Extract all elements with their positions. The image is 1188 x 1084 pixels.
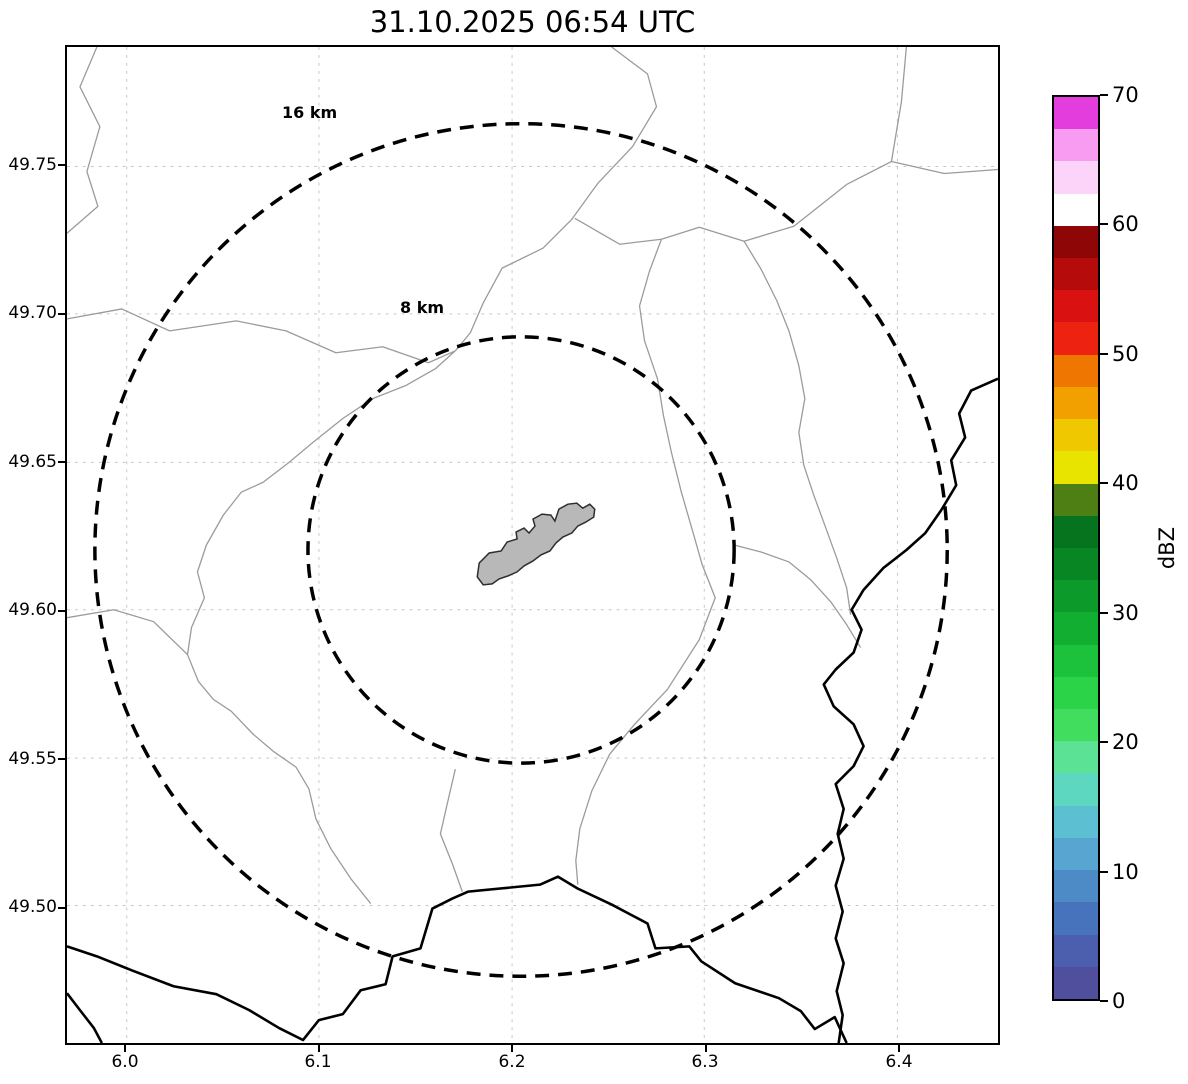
colorbar-band [1054, 354, 1098, 387]
colorbar-band [1054, 644, 1098, 677]
range-ring-label-16km: 16 km [282, 103, 338, 122]
x-tick-label: 6.2 [498, 1052, 526, 1072]
colorbar-tick-label: 10 [1112, 859, 1139, 884]
colorbar-tick-mark [1100, 611, 1108, 614]
colorbar-tick-label: 70 [1112, 83, 1139, 107]
colorbar-band [1054, 837, 1098, 871]
y-tick-mark [58, 907, 65, 909]
colorbar-tick-label: 30 [1112, 600, 1139, 625]
colorbar-band [1054, 322, 1098, 355]
colorbar-band [1054, 773, 1098, 806]
colorbar-band [1054, 225, 1098, 258]
x-tick-label: 6.1 [304, 1052, 332, 1072]
x-tick-mark [124, 1045, 126, 1052]
colorbar-band [1054, 870, 1098, 903]
colorbar-tick-label: 40 [1112, 471, 1139, 496]
colorbar-band [1054, 386, 1098, 420]
colorbar-band [1054, 483, 1098, 516]
colorbar-tick-label: 60 [1112, 212, 1139, 237]
colorbar-band [1054, 612, 1098, 645]
colorbar-band [1054, 934, 1098, 967]
colorbar-tick-label: 0 [1112, 989, 1126, 1013]
y-tick-mark [58, 758, 65, 760]
colorbar-axis-label: dBZ [1155, 526, 1179, 570]
colorbar-band [1054, 741, 1098, 774]
colorbar-band [1054, 96, 1098, 130]
x-tick-mark [705, 1045, 707, 1052]
x-tick-label: 6.3 [691, 1052, 719, 1072]
y-tick-mark [58, 313, 65, 315]
colorbar-tick-mark [1100, 870, 1108, 873]
y-tick-mark [58, 164, 65, 166]
colorbar-band [1054, 709, 1098, 742]
colorbar-band [1054, 257, 1098, 291]
urban-area-shape [476, 502, 596, 586]
colorbar-tick-label: 20 [1112, 730, 1139, 755]
x-tick-mark [898, 1045, 900, 1052]
map-canvas [67, 47, 998, 1043]
colorbar-tick-mark [1100, 94, 1108, 96]
colorbar-tick-mark [1100, 352, 1108, 355]
y-tick-mark [58, 461, 65, 463]
y-tick-label: 49.75 [8, 155, 57, 175]
colorbar-band [1054, 193, 1098, 226]
admin-border-paths [67, 47, 998, 904]
y-tick-label: 49.50 [8, 897, 57, 917]
colorbar-band [1054, 676, 1098, 710]
x-tick-label: 6.4 [885, 1052, 913, 1072]
colorbar-band [1054, 580, 1098, 613]
colorbar-tick-mark [1100, 482, 1108, 485]
y-tick-mark [58, 610, 65, 612]
range-ring-8km [306, 335, 736, 765]
country-border-paths [67, 377, 998, 1043]
colorbar-band [1054, 805, 1098, 838]
figure-title: 31.10.2025 06:54 UTC [369, 5, 696, 39]
x-tick-label: 6.0 [111, 1052, 139, 1072]
colorbar-band [1054, 515, 1098, 548]
map-plot-area [65, 45, 1000, 1045]
colorbar-tick-mark [1100, 1000, 1108, 1002]
colorbar-tick-mark [1100, 223, 1108, 226]
colorbar-gradient [1054, 96, 1098, 999]
y-tick-label: 49.70 [8, 303, 57, 323]
colorbar-tick-label: 50 [1112, 341, 1139, 366]
colorbar-band [1054, 161, 1098, 194]
colorbar-band [1054, 290, 1098, 323]
colorbar-band [1054, 129, 1098, 162]
range-ring-label-8km: 8 km [400, 298, 445, 317]
colorbar-band [1054, 451, 1098, 484]
colorbar-band [1054, 547, 1098, 581]
y-tick-label: 49.65 [8, 452, 57, 472]
y-tick-label: 49.55 [8, 749, 57, 769]
y-tick-label: 49.60 [8, 600, 57, 620]
grid-lines [67, 47, 998, 1043]
colorbar-tick-mark [1100, 741, 1108, 744]
x-tick-mark [318, 1045, 320, 1052]
colorbar-band [1054, 902, 1098, 935]
colorbar [1052, 95, 1100, 1001]
x-tick-mark [511, 1045, 513, 1052]
colorbar-band [1054, 966, 1098, 999]
colorbar-band [1054, 419, 1098, 452]
